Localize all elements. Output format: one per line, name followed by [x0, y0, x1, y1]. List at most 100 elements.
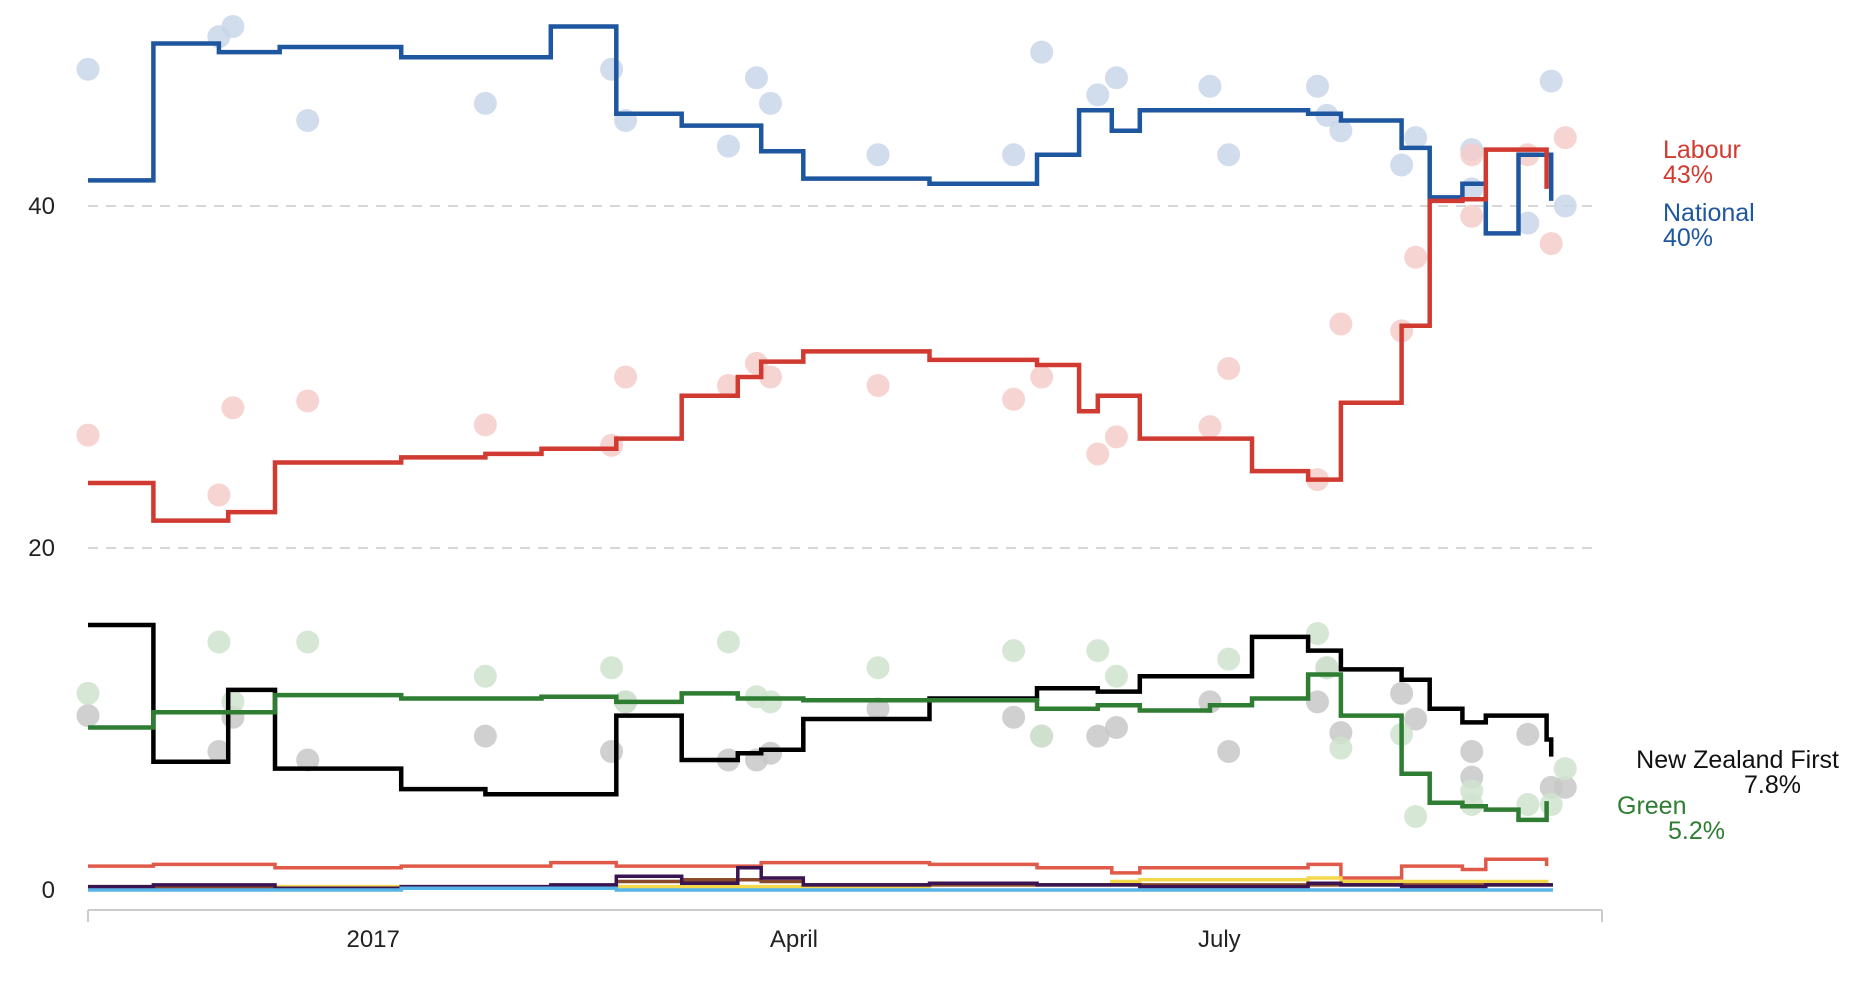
poll-dot-labour [221, 396, 245, 420]
poll-dot-labour [1460, 143, 1484, 167]
poll-dot-national [76, 57, 100, 81]
x-tick-label-july: July [1198, 926, 1241, 953]
x-tick-label-2017: 2017 [346, 926, 399, 953]
poll-dot-labour [1460, 204, 1484, 228]
poll-dot-labour [1404, 245, 1428, 269]
poll-dot-new-zealand-first [1460, 739, 1484, 763]
poll-dot-green [759, 690, 783, 714]
poll-dot-national [1030, 40, 1054, 64]
trend-line-minor-party-4 [88, 857, 1549, 880]
poll-dot-national [1390, 153, 1414, 177]
poll-dot-new-zealand-first [1198, 690, 1222, 714]
poll-dot-national [1516, 211, 1540, 235]
end-label-value-new-zealand-first: 7.8% [1744, 771, 1801, 799]
end-label-value-national: 40% [1663, 224, 1713, 252]
trend-line-green [88, 672, 1549, 823]
poll-dot-new-zealand-first [1390, 681, 1414, 705]
poll-dot-new-zealand-first [207, 739, 231, 763]
poll-dot-labour [1030, 365, 1054, 389]
poll-dot-new-zealand-first [1516, 722, 1540, 746]
poll-dot-national [1002, 143, 1026, 167]
grid-layer [88, 205, 1595, 549]
poll-dot-national [1305, 74, 1329, 98]
poll-dot-new-zealand-first [1104, 716, 1128, 740]
poll-dot-national [745, 66, 769, 90]
poll-dot-green [1030, 724, 1054, 748]
poll-dot-new-zealand-first [1086, 724, 1110, 748]
poll-dot-new-zealand-first [473, 724, 497, 748]
poll-dot-labour [1198, 415, 1222, 439]
poll-dot-labour [207, 483, 231, 507]
poll-dot-new-zealand-first [1305, 690, 1329, 714]
poll-dot-green [207, 630, 231, 654]
poll-dot-national [759, 91, 783, 115]
poll-dot-national [1404, 126, 1428, 150]
poll-dot-labour [614, 365, 638, 389]
trend-line-minor-party-8 [88, 886, 1553, 892]
poll-dot-national [1553, 194, 1577, 218]
poll-dot-national [473, 91, 497, 115]
poll-dot-new-zealand-first [296, 748, 320, 772]
end-label-value-labour: 43% [1663, 161, 1713, 189]
poll-dot-national [221, 14, 245, 38]
poll-dots-layer [76, 14, 1577, 828]
end-label-name-green: Green [1617, 792, 1686, 820]
poll-dot-labour [296, 389, 320, 413]
poll-dot-new-zealand-first [1404, 707, 1428, 731]
poll-dot-labour [1002, 387, 1026, 411]
poll-dot-new-zealand-first [76, 704, 100, 728]
end-label-name-new-zealand-first: New Zealand First [1636, 746, 1839, 774]
poll-dot-labour [1329, 312, 1353, 336]
poll-dot-green [1305, 622, 1329, 645]
poll-dot-green [1553, 757, 1577, 781]
end-label-name-labour: Labour [1663, 136, 1741, 164]
poll-dot-new-zealand-first [600, 739, 624, 763]
poll-dot-national [296, 109, 320, 132]
poll-dot-labour [1553, 126, 1577, 150]
poll-dot-green [76, 681, 100, 705]
poll-dot-national [1198, 74, 1222, 98]
poll-dot-national [1104, 66, 1128, 90]
poll-dot-national [1329, 119, 1353, 143]
poll-dot-new-zealand-first [1002, 705, 1026, 729]
poll-dot-new-zealand-first [1217, 739, 1241, 763]
poll-dot-new-zealand-first [1553, 775, 1577, 799]
poll-dot-labour [76, 423, 100, 447]
poll-dot-green [1539, 793, 1563, 816]
x-axis: 2017 April July [87, 909, 1603, 953]
y-tick-label-40: 40 [28, 193, 55, 220]
poll-dot-green [1516, 793, 1540, 816]
end-label-name-national: National [1663, 199, 1755, 227]
poll-dot-green [1404, 804, 1428, 828]
poll-dot-national [600, 57, 624, 81]
poll-dot-national [1086, 83, 1110, 107]
poll-dot-labour [866, 374, 890, 398]
poll-dot-labour [1086, 442, 1110, 466]
poll-dot-new-zealand-first [866, 697, 890, 721]
poll-dot-green [1217, 647, 1241, 671]
poll-dot-green [866, 656, 890, 680]
y-tick-label-0: 0 [42, 877, 55, 904]
poll-dot-labour [1539, 232, 1563, 256]
poll-dot-labour [1104, 425, 1128, 449]
poll-dot-green [296, 630, 320, 654]
poll-dot-green [473, 664, 497, 688]
y-tick-label-20: 20 [28, 535, 55, 562]
poll-dot-green [1329, 736, 1353, 760]
poll-dot-labour [716, 374, 740, 398]
poll-dot-green [1086, 639, 1110, 663]
trend-line-national [88, 24, 1554, 236]
poll-dot-labour [473, 413, 497, 437]
poll-dot-green [1104, 664, 1128, 688]
x-tick-label-april: April [770, 926, 818, 953]
y-axis: 0 20 40 [28, 193, 55, 904]
poll-dot-green [716, 630, 740, 654]
poll-dot-labour [1217, 356, 1241, 380]
poll-dot-national [866, 143, 890, 167]
end-label-value-green: 5.2% [1668, 817, 1725, 845]
trend-lines-layer [88, 24, 1554, 892]
poll-dot-green [1002, 639, 1026, 663]
